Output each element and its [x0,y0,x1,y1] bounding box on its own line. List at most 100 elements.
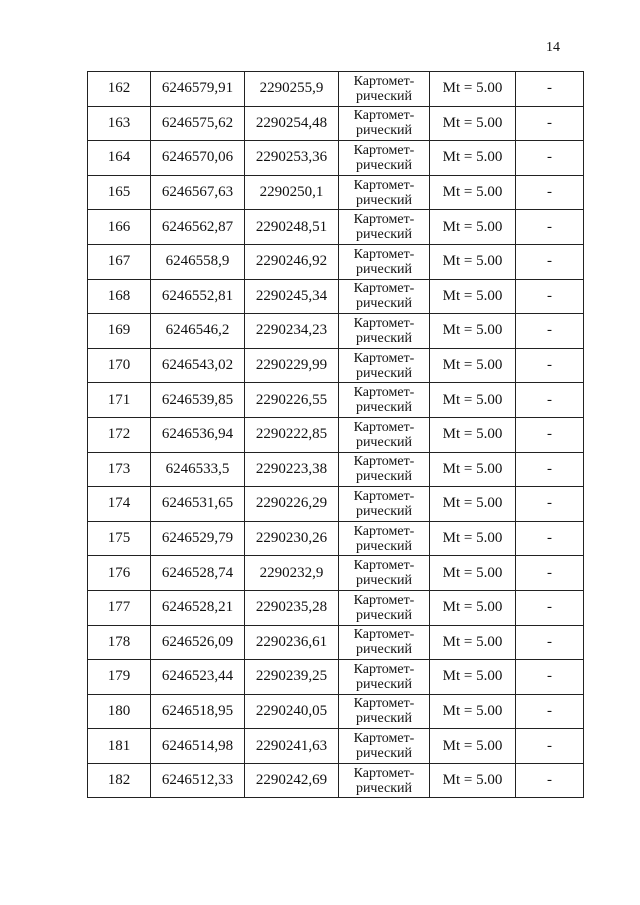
table-row: 171 6246539,85 2290226,55 Картомет-рический… [87,382,584,418]
x-coordinate-cell: 6246570,06 [150,140,245,176]
point-number-cell: 181 [87,728,151,764]
point-number-cell: 165 [87,174,151,211]
table-row: 164 6246570,06 2290253,36 Картомет-рический… [87,140,584,176]
method-cell: Картомет-рический [338,520,430,557]
point-number-cell: 167 [87,243,151,280]
method-text: Картомет- [353,454,415,470]
accuracy-cell: Mt = 5.00 [429,347,516,384]
point-number-cell: 174 [87,486,151,522]
method-text: рический [355,365,413,381]
x-coordinate-cell: 6246528,74 [150,555,245,591]
table-row: 179 6246523,44 2290239,25 Картомет-рический… [87,659,584,695]
note-cell: - [515,209,584,245]
method-cell: Картомет-рический [338,451,430,488]
note-cell: - [515,243,584,280]
point-number-cell: 175 [87,520,151,557]
method-text: рический [355,296,413,312]
x-coordinate-cell: 6246526,09 [150,624,245,661]
y-coordinate-cell: 2290226,29 [244,486,339,522]
table-row: 175 6246529,79 2290230,26 Картомет-рический… [87,520,584,557]
point-number-cell: 169 [87,313,151,349]
y-coordinate-cell: 2290248,51 [244,209,339,245]
note-cell: - [515,174,584,211]
y-coordinate-cell: 2290245,34 [244,278,339,315]
method-cell: Картомет-рический [338,278,430,315]
x-coordinate-cell: 6246514,98 [150,728,245,764]
method-cell: Картомет-рический [338,140,430,176]
y-coordinate-cell: 2290226,55 [244,382,339,418]
method-text: Картомет- [353,696,415,712]
method-text: Картомет- [353,142,415,158]
accuracy-cell: Mt = 5.00 [429,209,516,245]
method-cell: Картомет-рический [338,209,430,245]
table-row: 170 6246543,02 2290229,99 Картомет-рический… [87,347,584,384]
method-text: Картомет- [353,523,415,539]
table-row: 168 6246552,81 2290245,34 Картомет-рический… [87,278,584,315]
method-cell: Картомет-рический [338,486,430,522]
method-text: рический [355,88,413,104]
y-coordinate-cell: 2290235,28 [244,589,339,626]
y-coordinate-cell: 2290239,25 [244,659,339,695]
accuracy-cell: Mt = 5.00 [429,589,516,626]
note-cell: - [515,624,584,661]
method-cell: Картомет-рический [338,624,430,661]
method-cell: Картомет-рический [338,243,430,280]
point-number-cell: 176 [87,555,151,591]
x-coordinate-cell: 6246539,85 [150,382,245,418]
table-row: 182 6246512,33 2290242,69 Картомет-рический… [87,762,584,799]
note-cell: - [515,728,584,764]
y-coordinate-cell: 2290232,9 [244,555,339,591]
method-text: рический [355,746,413,762]
table-row: 174 6246531,65 2290226,29 Картомет-рический… [87,486,584,522]
point-number-cell: 178 [87,624,151,661]
table-row: 167 6246558,9 2290246,92 Картомет-рический M… [87,243,584,280]
note-cell: - [515,347,584,384]
y-coordinate-cell: 2290229,99 [244,347,339,384]
method-text: рический [355,538,413,554]
y-coordinate-cell: 2290254,48 [244,105,339,142]
method-text: рический [355,434,413,450]
table-row: 178 6246526,09 2290236,61 Картомет-рический… [87,624,584,661]
method-text: рический [355,573,413,589]
point-number-cell: 168 [87,278,151,315]
y-coordinate-cell: 2290223,38 [244,451,339,488]
coordinates-table: 162 6246579,91 2290255,9 Картомет-рический M… [87,71,584,799]
method-text: Картомет- [353,661,415,677]
method-text: рический [355,123,413,139]
note-cell: - [515,486,584,522]
accuracy-cell: Mt = 5.00 [429,278,516,315]
point-number-cell: 177 [87,589,151,626]
accuracy-cell: Mt = 5.00 [429,451,516,488]
accuracy-cell: Mt = 5.00 [429,71,516,107]
note-cell: - [515,140,584,176]
method-text: рический [355,676,413,692]
accuracy-cell: Mt = 5.00 [429,243,516,280]
method-text: Картомет- [353,315,415,331]
accuracy-cell: Mt = 5.00 [429,762,516,799]
table-row: 176 6246528,74 2290232,9 Картомет-рический M… [87,555,584,591]
table-row: 169 6246546,2 2290234,23 Картомет-рический M… [87,313,584,349]
method-text: Картомет- [353,765,415,781]
y-coordinate-cell: 2290222,85 [244,416,339,453]
x-coordinate-cell: 6246518,95 [150,693,245,730]
page-number: 14 [546,40,560,55]
point-number-cell: 162 [87,71,151,107]
note-cell: - [515,278,584,315]
method-cell: Картомет-рический [338,693,430,730]
method-cell: Картомет-рический [338,382,430,418]
point-number-cell: 170 [87,347,151,384]
method-text: рический [355,400,413,416]
accuracy-cell: Mt = 5.00 [429,313,516,349]
x-coordinate-cell: 6246567,63 [150,174,245,211]
x-coordinate-cell: 6246531,65 [150,486,245,522]
table-row: 165 6246567,63 2290250,1 Картомет-рический M… [87,174,584,211]
y-coordinate-cell: 2290250,1 [244,174,339,211]
method-text: Картомет- [353,177,415,193]
accuracy-cell: Mt = 5.00 [429,140,516,176]
method-text: рический [355,192,413,208]
x-coordinate-cell: 6246543,02 [150,347,245,384]
note-cell: - [515,451,584,488]
method-cell: Картомет-рический [338,105,430,142]
accuracy-cell: Mt = 5.00 [429,486,516,522]
x-coordinate-cell: 6246558,9 [150,243,245,280]
